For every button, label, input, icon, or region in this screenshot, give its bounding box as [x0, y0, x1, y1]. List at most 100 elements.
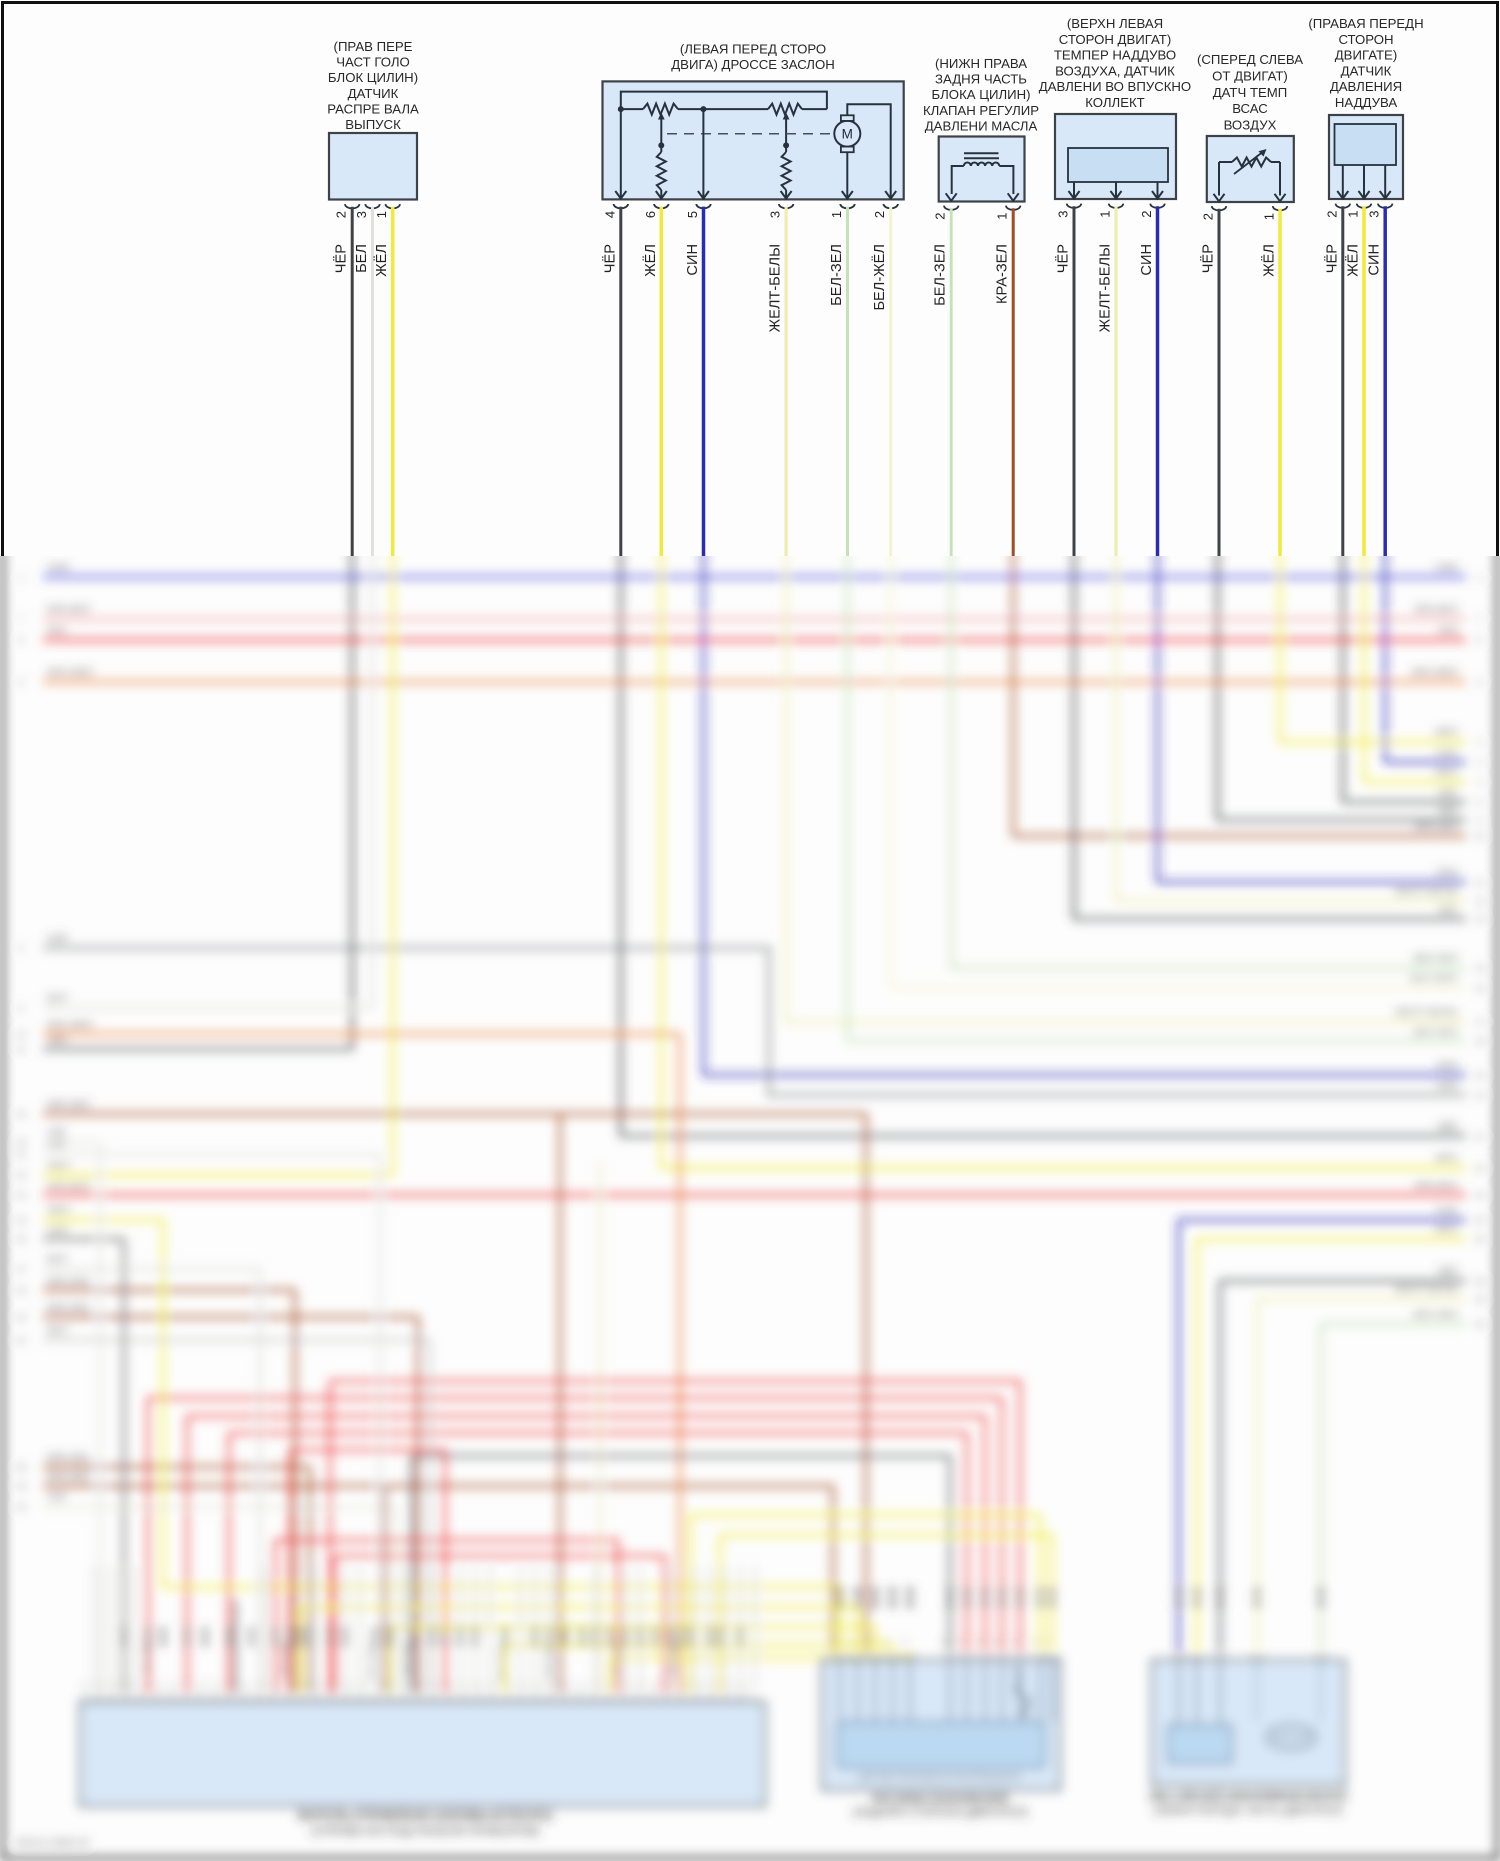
svg-text:24: 24	[1475, 1191, 1486, 1202]
svg-text:СИН: СИН	[47, 562, 70, 574]
svg-text:39: 39	[16, 1482, 27, 1493]
svg-text:БЕЛ-ЖЁЛ: БЕЛ-ЖЁЛ	[871, 244, 888, 311]
svg-text:12: 12	[636, 1683, 645, 1691]
svg-text:12: 12	[227, 1683, 236, 1691]
svg-text:БЕЛ-ЗЕЛ: БЕЛ-ЗЕЛ	[933, 244, 949, 306]
svg-text:25: 25	[16, 1216, 27, 1227]
svg-text:СТОРОН: СТОРОН	[1338, 32, 1393, 47]
svg-text:29: 29	[16, 1286, 27, 1297]
svg-text:11: 11	[16, 1045, 26, 1056]
svg-text:2: 2	[1324, 211, 1339, 218]
svg-text:12: 12	[431, 1683, 440, 1691]
svg-text:БЛОКА ЦИЛИН): БЛОКА ЦИЛИН)	[932, 87, 1031, 102]
svg-text:5: 5	[18, 944, 23, 955]
svg-text:БЕЛ: БЕЛ	[354, 244, 370, 273]
svg-text:КРА-БЕЛ: КРА-БЕЛ	[47, 604, 91, 616]
svg-text:12: 12	[256, 1683, 265, 1691]
svg-text:12: 12	[212, 1683, 221, 1691]
svg-text:2: 2	[1139, 211, 1154, 218]
svg-text:КРА-ЗЕЛ: КРА-ЗЕЛ	[367, 1645, 377, 1680]
svg-text:РАСПРЕ ВАЛА: РАСПРЕ ВАЛА	[327, 101, 419, 116]
svg-text:СЕР: СЕР	[1436, 1080, 1458, 1092]
svg-text:26: 26	[1475, 1235, 1486, 1246]
svg-text:ВСАС: ВСАС	[1232, 101, 1268, 116]
svg-text:3: 3	[1056, 211, 1071, 218]
svg-text:13: 13	[1475, 915, 1486, 926]
svg-text:БЕЛ-ЗЕЛ: БЕЛ-ЗЕЛ	[1413, 1309, 1458, 1321]
svg-text:ЧАСТ ГОЛО: ЧАСТ ГОЛО	[336, 55, 410, 70]
svg-text:СИН: СИН	[1435, 1060, 1458, 1072]
svg-text:12: 12	[125, 1683, 134, 1691]
svg-text:3: 3	[1367, 211, 1382, 218]
svg-text:12: 12	[738, 1683, 747, 1691]
svg-text:КРА-ЗЕЛ: КРА-ЗЕЛ	[47, 1452, 90, 1464]
svg-text:20: 20	[16, 1138, 27, 1149]
svg-text:СИН: СИН	[1435, 562, 1458, 574]
svg-text:ЖЁЛ: ЖЁЛ	[642, 244, 659, 277]
svg-text:17: 17	[1475, 1018, 1486, 1029]
svg-text:СТОРОН ДВИГАТ): СТОРОН ДВИГАТ)	[1059, 32, 1171, 47]
svg-text:8: 8	[1030, 1640, 1039, 1644]
svg-text:14: 14	[1475, 1091, 1486, 1102]
svg-text:21: 21	[16, 1150, 27, 1161]
svg-text:ЖЁЛ: ЖЁЛ	[47, 1205, 71, 1217]
svg-text:8: 8	[1010, 1640, 1019, 1644]
svg-text:СИН: СИН	[1435, 867, 1458, 879]
svg-text:8: 8	[1477, 636, 1482, 647]
svg-text:КРА-ЗЕЛ: КРА-ЗЕЛ	[544, 1644, 554, 1679]
svg-text:12: 12	[417, 1683, 426, 1691]
svg-text:(ЛЕВАЯ ПЕРЕДН ЧАСТЬ ДВИГАТЕЛ): (ЛЕВАЯ ПЕРЕДН ЧАСТЬ ДВИГАТЕЛ)	[1153, 1805, 1343, 1817]
svg-text:4: 4	[602, 211, 617, 218]
svg-text:2: 2	[334, 211, 349, 218]
svg-text:19: 19	[1475, 1071, 1486, 1082]
svg-text:(ВЕРХН ЛЕВАЯ: (ВЕРХН ЛЕВАЯ	[1067, 16, 1163, 31]
svg-text:24: 24	[16, 1191, 27, 1202]
svg-text:31: 31	[16, 1336, 27, 1347]
svg-text:10: 10	[1475, 832, 1486, 843]
svg-text:БЕЛ-ЗЕЛ: БЕЛ-ЗЕЛ	[829, 244, 845, 306]
svg-text:12: 12	[723, 1683, 732, 1691]
svg-text:ВОЗДУХ: ВОЗДУХ	[1224, 118, 1277, 133]
svg-text:12: 12	[242, 1683, 251, 1691]
svg-text:12: 12	[563, 1683, 572, 1691]
svg-text:12: 12	[285, 1683, 294, 1691]
svg-text:(СПРАВА ИЗ-ПОД ПАНЕЛИ ПРИБОРОВ: (СПРАВА ИЗ-ПОД ПАНЕЛИ ПРИБОРОВ)	[311, 1824, 540, 1838]
svg-text:1: 1	[1477, 573, 1482, 584]
svg-text:8: 8	[865, 1640, 874, 1644]
svg-text:23: 23	[16, 1171, 27, 1182]
svg-text:12: 12	[169, 1683, 178, 1691]
svg-text:ДАВЛЕНИЯ: ДАВЛЕНИЯ	[1330, 79, 1402, 94]
svg-text:A0016-23985-00: A0016-23985-00	[15, 1838, 90, 1849]
svg-text:6: 6	[1477, 816, 1482, 827]
svg-text:ЧЁР: ЧЁР	[333, 244, 350, 273]
svg-text:12: 12	[446, 1683, 455, 1691]
svg-text:12: 12	[139, 1683, 148, 1691]
svg-text:ЖЕЛТ-БЕЛЫ: ЖЕЛТ-БЕЛЫ	[1394, 1007, 1458, 1019]
svg-text:1: 1	[829, 211, 844, 218]
svg-text:8: 8	[940, 1640, 949, 1644]
svg-text:ЧЁР: ЧЁР	[1437, 1266, 1458, 1278]
svg-text:8: 8	[830, 1640, 839, 1644]
svg-text:ЧЁР: ЧЁР	[1437, 787, 1458, 799]
svg-text:ЖЁЛ: ЖЁЛ	[1261, 244, 1278, 277]
svg-text:СИН: СИН	[1435, 1205, 1458, 1217]
svg-text:12: 12	[621, 1683, 630, 1691]
svg-text:3: 3	[768, 211, 783, 218]
svg-text:12: 12	[96, 1683, 105, 1691]
svg-text:M: M	[842, 127, 853, 142]
svg-text:15: 15	[16, 1110, 27, 1121]
svg-text:12: 12	[461, 1683, 470, 1691]
svg-text:9: 9	[1477, 678, 1482, 689]
svg-text:11: 11	[1475, 878, 1485, 889]
svg-text:8: 8	[1042, 1640, 1051, 1644]
svg-text:ЖЕЛТ-БЕЛЫ: ЖЕЛТ-БЕЛЫ	[1394, 886, 1458, 898]
svg-text:12: 12	[548, 1683, 557, 1691]
svg-text:ДАТЧИК: ДАТЧИК	[1341, 63, 1392, 78]
svg-text:ДАТЧИК ПОЛОЖЕНИ РАСПРЕД ВАЛА: ДАТЧИК ПОЛОЖЕНИ РАСПРЕД ВАЛА	[859, 1772, 1021, 1782]
svg-text:(ЗАДНЯЯ СТОРОНА ДВИГАТЕЛ): (ЗАДНЯЯ СТОРОНА ДВИГАТЕЛ)	[852, 1807, 1028, 1819]
svg-text:КРА: КРА	[47, 625, 66, 637]
svg-text:ЖЁЛ: ЖЁЛ	[1434, 767, 1458, 779]
svg-text:18: 18	[1475, 1037, 1486, 1048]
svg-text:ЖЁЛ: ЖЁЛ	[373, 244, 390, 277]
svg-text:12: 12	[373, 1683, 382, 1691]
